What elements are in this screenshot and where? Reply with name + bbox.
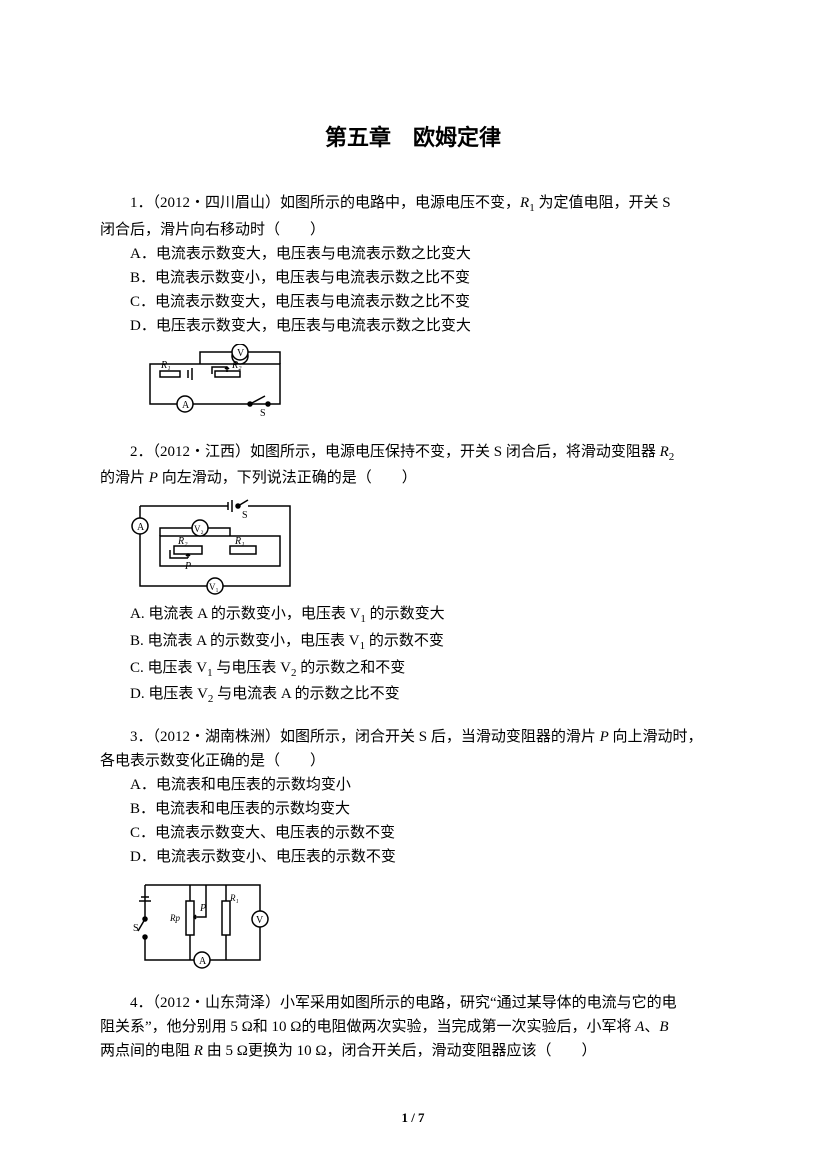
q1-stem-a: 1．（2012・四川眉山）如图所示的电路中，电源电压不变，	[130, 195, 520, 211]
q2-stem-b: 的滑片 P 向左滑动，下列说法正确的是（ ）	[100, 466, 726, 490]
q2-stem: 2．（2012・江西）如图所示，电源电压保持不变，开关 S 闭合后，将滑动变阻器…	[100, 440, 726, 467]
q2-option-B: B. 电流表 A 的示数变小，电压表 V1 的示数不变	[100, 629, 726, 656]
svg-text:R₁: R₁	[229, 893, 239, 903]
question-4: 4．（2012・山东菏泽）小军采用如图所示的电路，研究“通过某导体的电流与它的电…	[100, 991, 726, 1063]
q3-option-C: C．电流表示数变大、电压表的示数不变	[100, 821, 726, 845]
q1-stem: 1．（2012・四川眉山）如图所示的电路中，电源电压不变，R1 为定值电阻，开关…	[100, 191, 726, 218]
q1-option-C: C．电流表示数变大，电压表与电流表示数之比不变	[100, 290, 726, 314]
q3-option-B: B．电流表和电压表的示数均变大	[100, 797, 726, 821]
svg-text:R₂: R₂	[231, 360, 242, 371]
q2-option-A: A. 电流表 A 的示数变小，电压表 V1 的示数变大	[100, 602, 726, 629]
q4-stem-1: 4．（2012・山东菏泽）小军采用如图所示的电路，研究“通过某导体的电流与它的电	[100, 991, 726, 1015]
q1-diagram: R₁ R₂ V A S	[130, 344, 726, 424]
svg-text:S: S	[242, 510, 248, 521]
q3-stem-a: 3．（2012・湖南株洲）如图所示，闭合开关 S 后，当滑动变阻器的滑片	[130, 729, 600, 745]
page-footer: 1 / 7	[0, 1108, 826, 1129]
q3-stem-b: 向上滑动时，	[609, 729, 703, 745]
q1-option-A: A．电流表示数变大，电压表与电流表示数之比变大	[100, 242, 726, 266]
svg-text:R₂: R₂	[177, 536, 188, 547]
q1-option-B: B．电流表示数变小，电压表与电流表示数之比不变	[100, 266, 726, 290]
svg-text:Rp: Rp	[169, 913, 180, 923]
q1-R1: R	[520, 195, 529, 211]
q2-R2-sub: 2	[669, 451, 675, 463]
q1-stem-c: 闭合后，滑片向右移动时（ ）	[100, 218, 726, 242]
q4-stem-2: 阻关系”，他分别用 5 Ω和 10 Ω的电阻做两次实验，当完成第一次实验后，小军…	[100, 1015, 726, 1039]
chapter-title: 第五章 欧姆定律	[100, 120, 726, 155]
svg-text:R₁: R₁	[160, 360, 171, 371]
q2-diagram: S A V₂	[130, 496, 726, 596]
svg-text:A: A	[137, 522, 145, 533]
q2-stem-b1: 的滑片	[100, 470, 149, 486]
question-2: 2．（2012・江西）如图所示，电源电压保持不变，开关 S 闭合后，将滑动变阻器…	[100, 440, 726, 709]
q1-option-D: D．电压表示数变大，电压表与电流表示数之比变大	[100, 314, 726, 338]
q3-option-D: D．电流表示数变小、电压表的示数不变	[100, 845, 726, 869]
q1-stem-b: 为定值电阻，开关 S	[535, 195, 671, 211]
svg-text:V: V	[256, 915, 264, 926]
q2-R2: R	[660, 444, 669, 460]
svg-text:A: A	[182, 400, 190, 411]
svg-text:V₁: V₁	[209, 582, 219, 592]
svg-text:R₁: R₁	[234, 536, 245, 547]
q2-option-C: C. 电压表 V1 与电压表 V2 的示数之和不变	[100, 656, 726, 683]
q3-stem-c: 各电表示数变化正确的是（ ）	[100, 749, 726, 773]
q2-stem-b2: 向左滑动，下列说法正确的是（ ）	[158, 470, 417, 486]
svg-text:P: P	[199, 903, 206, 914]
svg-text:S: S	[260, 408, 266, 419]
question-1: 1．（2012・四川眉山）如图所示的电路中，电源电压不变，R1 为定值电阻，开关…	[100, 191, 726, 424]
q3-diagram: S Rp P R₁ V A	[130, 875, 726, 975]
svg-text:P: P	[184, 561, 191, 572]
svg-text:A: A	[199, 956, 207, 967]
q2-P: P	[149, 470, 158, 486]
q2-stem-a: 2．（2012・江西）如图所示，电源电压保持不变，开关 S 闭合后，将滑动变阻器	[130, 444, 660, 460]
q3-P: P	[600, 729, 609, 745]
q3-stem: 3．（2012・湖南株洲）如图所示，闭合开关 S 后，当滑动变阻器的滑片 P 向…	[100, 725, 726, 749]
question-3: 3．（2012・湖南株洲）如图所示，闭合开关 S 后，当滑动变阻器的滑片 P 向…	[100, 725, 726, 975]
svg-text:V₂: V₂	[194, 524, 204, 534]
q3-option-A: A．电流表和电压表的示数均变小	[100, 773, 726, 797]
svg-text:S: S	[133, 923, 139, 934]
q2-option-D: D. 电压表 V2 与电流表 A 的示数之比不变	[100, 682, 726, 709]
svg-text:V: V	[237, 348, 245, 359]
q4-stem-3: 两点间的电阻 R 由 5 Ω更换为 10 Ω，闭合开关后，滑动变阻器应该（ ）	[100, 1039, 726, 1063]
